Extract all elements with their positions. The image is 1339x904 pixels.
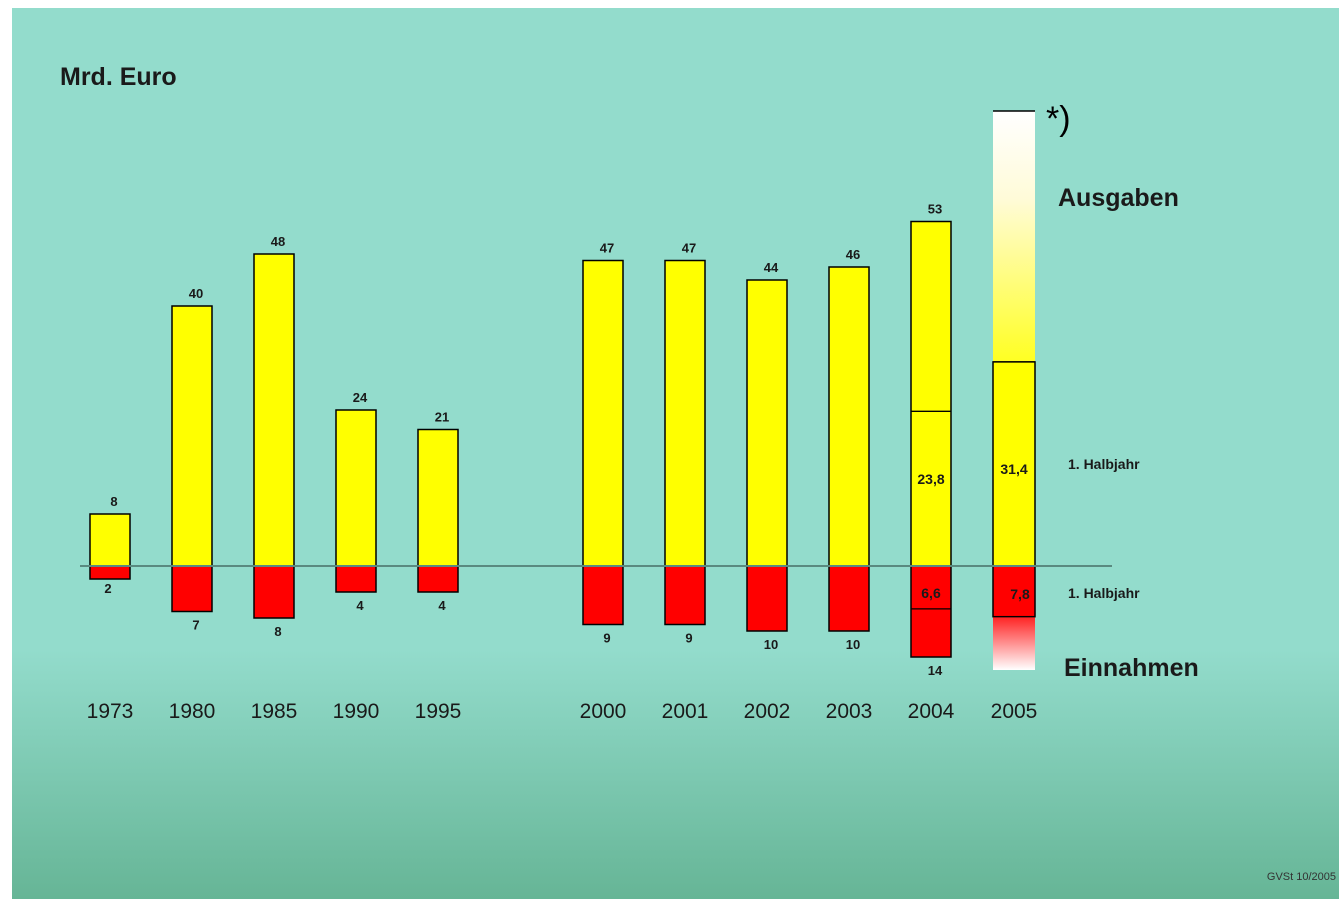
ausgaben-bar-1973	[89, 513, 131, 567]
source-label: GVSt 10/2005	[1267, 871, 1336, 883]
year-label-2002: 2002	[744, 700, 791, 723]
year-label-2001: 2001	[662, 700, 709, 723]
year-label-1985: 1985	[251, 700, 298, 723]
einnahmen-bar-2003	[828, 565, 870, 632]
einnahmen-bar-1973	[89, 565, 131, 580]
year-label-1980: 1980	[169, 700, 216, 723]
ausgaben-bar-2000	[582, 259, 624, 567]
halbjahr-value-ausgaben-2004: 23,8	[917, 471, 944, 487]
einnahmen-label: Einnahmen	[1064, 654, 1199, 682]
einnahmen-bar-1990	[335, 565, 377, 593]
ausgaben-bar-1995	[417, 428, 459, 567]
ausgaben-value-1990: 24	[353, 390, 368, 405]
ausgaben-bar-2002	[746, 279, 788, 567]
year-label-2004: 2004	[908, 700, 955, 723]
ausgaben-label: Ausgaben	[1058, 184, 1179, 212]
year-label-1995: 1995	[415, 700, 462, 723]
halbjahr-value-ausgaben-2005: 31,4	[1000, 461, 1027, 477]
year-label-1973: 1973	[87, 700, 134, 723]
einnahmen-bar-2004	[910, 565, 952, 658]
einnahmen-value-1973: 2	[104, 581, 111, 596]
einnahmen-bar-2002	[746, 565, 788, 632]
ausgaben-bar-1990	[335, 409, 377, 567]
einnahmen-value-1995: 4	[438, 598, 446, 613]
einnahmen-value-2002: 10	[764, 637, 778, 652]
ausgaben-bar-1980	[171, 305, 213, 567]
halbjahr-value-einnahmen-2005: 7,8	[1010, 586, 1030, 602]
einnahmen-value-1985: 8	[274, 624, 281, 639]
ausgaben-bar-1985	[253, 253, 295, 567]
labels-group: 8 2 1973 40 7 1980 48 8 1985 24 4 1990 21 4 1995 47 9 200…	[87, 202, 1038, 724]
year-label-1990: 1990	[333, 700, 380, 723]
einnahmen-bar-1995	[417, 565, 459, 593]
ausgaben-bar-2003	[828, 266, 870, 567]
einnahmen-value-1990: 4	[356, 598, 364, 613]
ausgaben-value-2003: 46	[846, 247, 860, 262]
ausgaben-bar-2004	[910, 220, 952, 567]
einnahmen-value-2003: 10	[846, 637, 860, 652]
ausgaben-value-2000: 47	[600, 241, 614, 256]
ausgaben-value-1985: 48	[271, 234, 285, 249]
year-label-2003: 2003	[826, 700, 873, 723]
halbjahr-label-lower: 1. Halbjahr	[1068, 585, 1140, 601]
ausgaben-value-2002: 44	[764, 260, 779, 275]
einnahmen-bar-2001	[664, 565, 706, 626]
einnahmen-value-2001: 9	[685, 631, 692, 646]
ausgaben-value-1973: 8	[110, 494, 117, 509]
unit-label: Mrd. Euro	[60, 63, 177, 91]
einnahmen-bar-1980	[171, 565, 213, 613]
halbjahr-label-upper: 1. Halbjahr	[1068, 456, 1140, 472]
halbjahr-value-einnahmen-2004: 6,6	[921, 585, 941, 601]
ausgaben-value-1980: 40	[189, 286, 203, 301]
einnahmen-bar-1985	[253, 565, 295, 619]
einnahmen-value-2000: 9	[603, 631, 610, 646]
year-label-2000: 2000	[580, 700, 627, 723]
einnahmen-bar-2000	[582, 565, 624, 626]
year-label-2005: 2005	[991, 700, 1038, 723]
ausgaben-bar-2001	[664, 259, 706, 567]
einnahmen-value-1980: 7	[192, 618, 199, 633]
footnote-mark: *)	[1046, 100, 1071, 138]
bars-group	[89, 110, 1036, 670]
einnahmen-projection-2005	[993, 616, 1035, 670]
ausgaben-projection-2005	[993, 111, 1035, 362]
ausgaben-value-2001: 47	[682, 241, 696, 256]
ausgaben-halbjahr-bar-2005	[992, 361, 1036, 567]
ausgaben-value-1995: 21	[435, 410, 449, 425]
ausgaben-value-2004: 53	[928, 202, 942, 217]
einnahmen-value-2004: 14	[928, 663, 943, 678]
